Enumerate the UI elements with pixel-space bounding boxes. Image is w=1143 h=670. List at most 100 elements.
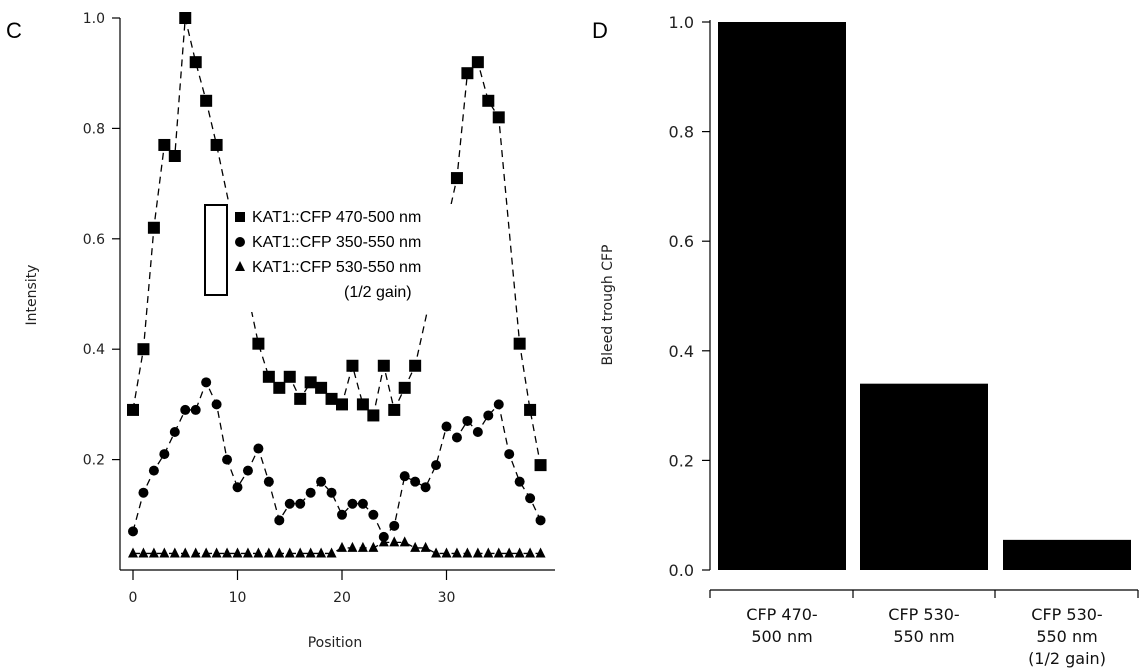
- chart-c-y-tick-label: 1.0: [83, 11, 105, 27]
- chart-c-y-tick-label: 0.6: [83, 232, 105, 248]
- series-2-point: [337, 509, 347, 520]
- series-3-point: [190, 547, 201, 558]
- series-3-point: [242, 547, 253, 558]
- chart-d-category-label: 550 nm: [1036, 627, 1097, 646]
- series-2-point: [274, 515, 285, 526]
- chart-d-category-label: 550 nm: [893, 627, 954, 646]
- chart-d-category-label: 500 nm: [751, 627, 812, 646]
- chart-d-category-label: CFP 470-: [746, 605, 817, 624]
- series-1-point: [283, 370, 296, 383]
- series-2-point: [316, 476, 327, 487]
- series-2-line: [132, 380, 542, 539]
- series-2-point: [295, 498, 306, 509]
- series-2-point: [389, 520, 400, 531]
- series-3-point: [514, 547, 525, 558]
- series-2-point: [128, 526, 138, 537]
- series-1-point: [513, 337, 526, 350]
- chart-d-y-axis-title: Bleed trough CFP: [600, 245, 616, 366]
- series-1-point: [304, 376, 317, 389]
- series-3-point: [274, 547, 285, 558]
- series-2-point: [483, 410, 494, 421]
- series-3-point: [462, 547, 473, 558]
- series-2-point: [462, 415, 473, 426]
- series-3-point: [399, 536, 410, 547]
- series-2-point: [399, 471, 410, 482]
- series-3-point: [253, 547, 264, 558]
- series-1-point: [127, 403, 139, 416]
- series-2-point: [410, 476, 421, 487]
- series-2-point: [504, 449, 515, 460]
- series-1-point: [461, 67, 474, 80]
- series-1-point: [252, 337, 265, 350]
- series-1-point: [210, 138, 223, 151]
- series-2-point: [326, 487, 337, 498]
- series-1-point: [346, 359, 359, 372]
- bleed-through-bar-chart: 0.0 0.2 0.4 0.6 0.8 1.0 CFP 470- 500 nm CFP 530…: [600, 13, 1139, 668]
- series-3-point: [451, 547, 462, 558]
- legend-bracket: [204, 204, 228, 296]
- chart-c-y-axis-title: Intensity: [24, 265, 40, 326]
- legend-entry-1: KAT1::CFP 470-500 nm: [252, 209, 421, 226]
- series-3-point: [128, 547, 138, 558]
- series-1-point: [524, 403, 537, 416]
- series-2-point: [180, 404, 191, 415]
- series-2-point: [514, 476, 525, 487]
- series-2-point: [222, 454, 233, 465]
- series-2-point: [535, 515, 546, 526]
- chart-c-x-tick-label: 30: [438, 590, 456, 606]
- series-1-point: [534, 459, 547, 472]
- series-2-point: [451, 432, 462, 443]
- series-1-point: [189, 56, 202, 69]
- series-3-point: [316, 547, 327, 558]
- series-1-point: [315, 381, 328, 394]
- series-2-point: [368, 509, 379, 520]
- series-2-point: [493, 399, 504, 410]
- series-3-point: [441, 547, 452, 558]
- series-2-point: [201, 377, 212, 388]
- series-3-point: [180, 547, 191, 558]
- series-3-point: [326, 547, 337, 558]
- chart-c-x-tick-label: 20: [333, 590, 351, 606]
- series-2-point: [148, 465, 159, 476]
- series-3-point: [138, 547, 149, 558]
- series-1-point: [168, 150, 181, 162]
- series-3-point: [483, 547, 494, 558]
- series-3-point: [368, 541, 379, 552]
- series-3-point: [211, 547, 222, 558]
- series-1-point: [356, 398, 369, 411]
- series-1-point: [377, 359, 390, 372]
- series-2-point: [211, 399, 222, 410]
- series-3-point: [504, 547, 515, 558]
- series-3-point: [222, 547, 233, 558]
- chart-d-y-tick-label: 0.0: [669, 561, 694, 580]
- series-2-point: [263, 476, 274, 487]
- series-1-point: [294, 392, 307, 405]
- chart-d-category-label: (1/2 gain): [1028, 649, 1106, 668]
- chart-d-y-tick-label: 1.0: [669, 13, 694, 32]
- chart-d-y-tick-label: 0.2: [669, 451, 694, 470]
- series-1-point: [398, 381, 411, 394]
- series-2-point: [472, 427, 483, 437]
- series-3-point: [493, 547, 504, 558]
- series-3-point: [357, 541, 368, 552]
- series-2-point: [525, 493, 536, 504]
- bar-1: [718, 22, 846, 570]
- series-3-point: [472, 547, 483, 558]
- series-1-point: [471, 56, 484, 69]
- chart-c-x-tick-label: 10: [229, 590, 247, 606]
- legend-backdrop: [228, 204, 463, 312]
- series-1-point: [200, 94, 213, 107]
- chart-d-category-label: CFP 530-: [1031, 605, 1102, 624]
- series-1-point: [492, 111, 505, 124]
- series-3-point: [201, 547, 212, 558]
- chart-c-y-tick-label: 0.2: [83, 453, 105, 469]
- bar-2: [860, 383, 988, 570]
- chart-c-x-axis-title: Position: [308, 635, 363, 651]
- series-3-point: [305, 547, 316, 558]
- legend-entry-2: KAT1::CFP 350-550 nm: [252, 234, 421, 251]
- series-3-point: [284, 547, 295, 558]
- bar-3: [1003, 539, 1131, 570]
- series-2-point: [431, 460, 442, 471]
